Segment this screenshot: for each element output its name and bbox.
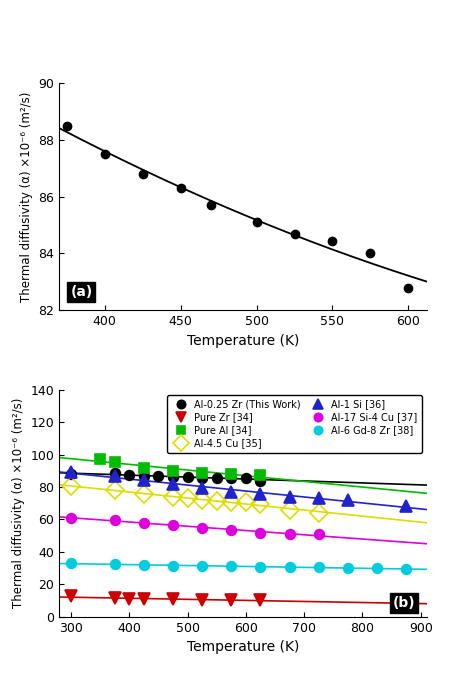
Y-axis label: Thermal diffusivity (α) ×10⁻⁶ (m²/s): Thermal diffusivity (α) ×10⁻⁶ (m²/s) bbox=[12, 398, 25, 608]
X-axis label: Temperature (K): Temperature (K) bbox=[187, 333, 299, 348]
Text: (b): (b) bbox=[393, 596, 416, 610]
Y-axis label: Thermal diffusivity (α) ×10⁻⁶ (m²/s): Thermal diffusivity (α) ×10⁻⁶ (m²/s) bbox=[20, 91, 33, 302]
Text: (a): (a) bbox=[70, 285, 92, 299]
Legend: Al-0.25 Zr (This Work), Pure Zr [34], Pure Al [34], Al-4.5 Cu [35], Al-1 Si [36]: Al-0.25 Zr (This Work), Pure Zr [34], Pu… bbox=[167, 394, 422, 453]
X-axis label: Temperature (K): Temperature (K) bbox=[187, 640, 299, 654]
